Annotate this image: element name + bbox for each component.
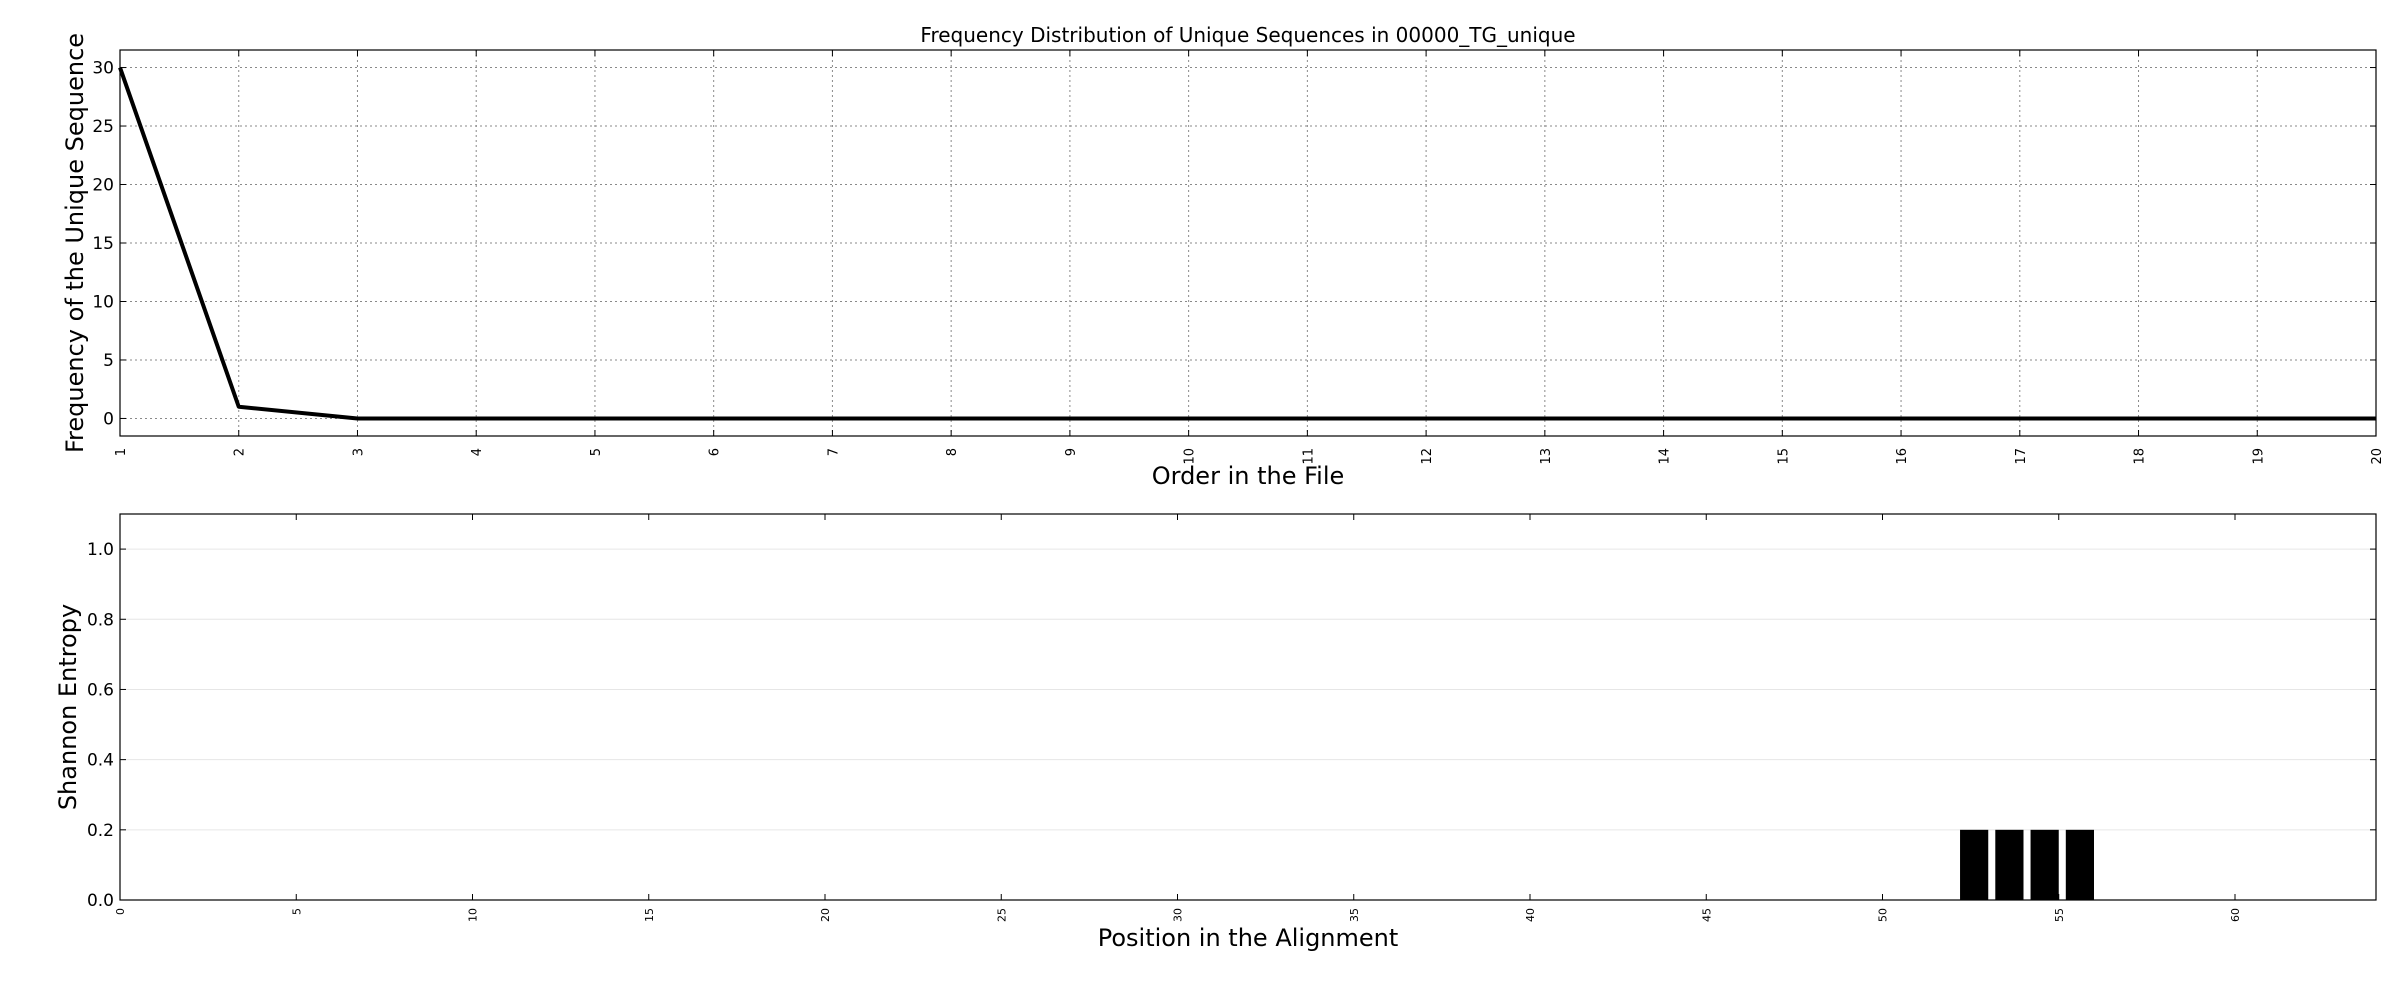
x-tick-label: 19 bbox=[2251, 448, 2266, 465]
frequency-line bbox=[118, 66, 2376, 421]
y-axis-label: Shannon Entropy bbox=[54, 604, 82, 810]
x-tick-label: 5 bbox=[290, 908, 303, 915]
x-tick-label: 40 bbox=[1524, 908, 1537, 922]
x-tick-label: 45 bbox=[1700, 908, 1713, 922]
x-tick-label: 25 bbox=[995, 908, 1008, 922]
x-tick-label: 20 bbox=[2370, 448, 2385, 465]
x-axis-label: Order in the File bbox=[1152, 462, 1345, 490]
y-tick-label: 30 bbox=[92, 59, 114, 79]
y-tick-label: 5 bbox=[103, 351, 114, 371]
x-tick-label: 5 bbox=[589, 448, 604, 456]
x-tick-label: 50 bbox=[1877, 908, 1890, 922]
bars bbox=[1960, 829, 2094, 900]
y-axis-label: Frequency of the Unique Sequence bbox=[61, 33, 89, 453]
entropy-bar bbox=[2030, 829, 2059, 900]
y-tick-label: 25 bbox=[92, 117, 114, 137]
x-tick-label: 18 bbox=[2133, 448, 2148, 465]
x-tick-label: 1 bbox=[114, 448, 129, 456]
x-tick-label: 55 bbox=[2053, 908, 2066, 922]
entropy-bar bbox=[2065, 829, 2094, 900]
x-tick-label: 35 bbox=[1348, 908, 1361, 922]
x-axis-label: Position in the Alignment bbox=[1098, 924, 1399, 952]
series bbox=[118, 66, 2376, 421]
frequency-chart: Frequency Distribution of Unique Sequenc… bbox=[61, 23, 2385, 490]
x-tick-label: 20 bbox=[819, 908, 832, 922]
y-tick-label: 20 bbox=[92, 176, 114, 196]
x-axis-ticks: 0 5 10 15 20 25 30 35 40 45 50 55 60 bbox=[114, 514, 2242, 922]
entropy-bar bbox=[1960, 829, 1989, 900]
entropy-bar bbox=[1995, 829, 2024, 900]
y-tick-label: 1.0 bbox=[87, 540, 114, 560]
plot-frame bbox=[119, 513, 2377, 901]
x-tick-label: 16 bbox=[1895, 448, 1910, 465]
chart-title: Frequency Distribution of Unique Sequenc… bbox=[920, 23, 1575, 47]
y-tick-label: 0.2 bbox=[87, 821, 114, 841]
y-tick-label: 15 bbox=[92, 234, 114, 254]
y-tick-label: 0 bbox=[103, 409, 114, 429]
x-tick-label: 60 bbox=[2229, 908, 2242, 922]
x-tick-label: 15 bbox=[643, 908, 656, 922]
x-tick-label: 11 bbox=[1301, 448, 1316, 465]
x-tick-label: 7 bbox=[826, 448, 841, 456]
x-tick-label: 10 bbox=[1183, 448, 1198, 465]
y-tick-label: 0.0 bbox=[87, 891, 114, 911]
x-tick-label: 12 bbox=[1420, 448, 1435, 465]
x-tick-label: 30 bbox=[1172, 908, 1185, 922]
x-tick-label: 17 bbox=[2014, 448, 2029, 465]
x-tick-label: 2 bbox=[233, 448, 248, 456]
y-tick-label: 0.6 bbox=[87, 680, 114, 700]
x-tick-label: 0 bbox=[114, 908, 127, 915]
y-tick-label: 0.8 bbox=[87, 610, 114, 630]
x-tick-label: 4 bbox=[470, 448, 485, 456]
x-tick-label: 13 bbox=[1539, 448, 1554, 465]
y-tick-label: 0.4 bbox=[87, 751, 114, 771]
entropy-chart: 0 5 10 15 20 25 30 35 40 45 50 55 60 0.0 0.2 0.4 0.6 0.8… bbox=[54, 513, 2377, 952]
y-tick-label: 10 bbox=[92, 292, 114, 312]
x-tick-label: 3 bbox=[351, 448, 366, 456]
x-tick-label: 6 bbox=[708, 448, 723, 456]
x-tick-label: 9 bbox=[1064, 448, 1079, 456]
x-tick-label: 14 bbox=[1658, 448, 1673, 465]
y-axis-ticks: 0.0 0.2 0.4 0.6 0.8 1.0 bbox=[87, 540, 2376, 911]
x-tick-label: 8 bbox=[945, 448, 960, 456]
x-axis-ticks: 1 2 3 4 5 6 7 8 9 10 11 12 13 14 15 16 17 18 19 20 bbox=[114, 50, 2385, 465]
y-axis-ticks: 0 5 10 15 20 25 30 bbox=[92, 59, 2376, 429]
x-tick-label: 10 bbox=[467, 908, 480, 922]
x-tick-label: 15 bbox=[1776, 448, 1791, 465]
